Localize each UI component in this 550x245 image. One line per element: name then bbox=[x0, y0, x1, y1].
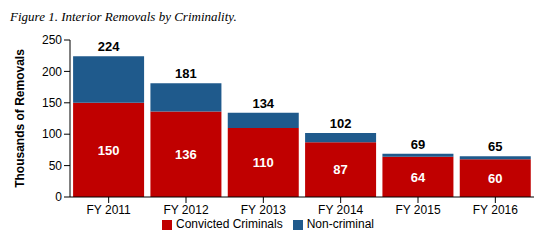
html-text:Figure 1. Interior Removals by: Figure 1. Interior Removals by Criminali… bbox=[10, 9, 237, 24]
svg-text:FY 2016: FY 2016 bbox=[473, 203, 518, 217]
svg-text:FY 2013: FY 2013 bbox=[241, 203, 286, 217]
svg-text:100: 100 bbox=[42, 127, 62, 141]
svg-text:136: 136 bbox=[175, 147, 197, 162]
svg-text:FY 2011: FY 2011 bbox=[87, 203, 132, 217]
svg-text:Thousands of Removals: Thousands of Removals bbox=[13, 49, 27, 188]
svg-text:150: 150 bbox=[42, 96, 62, 110]
svg-text:250: 250 bbox=[42, 33, 62, 47]
svg-text:FY 2015: FY 2015 bbox=[395, 203, 440, 217]
svg-text:FY 2014: FY 2014 bbox=[318, 203, 363, 217]
svg-text:110: 110 bbox=[253, 155, 274, 170]
svg-text:60: 60 bbox=[488, 171, 502, 186]
svg-text:102: 102 bbox=[330, 116, 352, 131]
svg-text:FY 2012: FY 2012 bbox=[163, 203, 208, 217]
svg-text:64: 64 bbox=[411, 170, 426, 185]
svg-text:150: 150 bbox=[98, 143, 120, 158]
svg-text:181: 181 bbox=[175, 66, 197, 81]
svg-text:0: 0 bbox=[55, 190, 62, 204]
svg-text:87: 87 bbox=[333, 162, 347, 177]
html-text:Convicted Criminals: Convicted Criminals bbox=[176, 217, 283, 231]
svg-text:50: 50 bbox=[49, 159, 63, 173]
svg-text:200: 200 bbox=[42, 65, 62, 79]
svg-text:69: 69 bbox=[411, 137, 425, 152]
html-text:Non-criminal: Non-criminal bbox=[306, 217, 374, 231]
svg-text:65: 65 bbox=[488, 139, 502, 154]
svg-text:134: 134 bbox=[252, 96, 274, 111]
svg-text:224: 224 bbox=[98, 39, 120, 54]
